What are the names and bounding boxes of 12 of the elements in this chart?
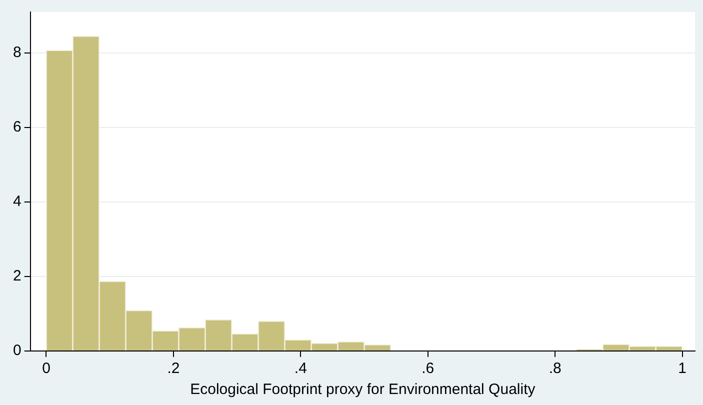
- y-tick-label: 8: [13, 44, 22, 62]
- y-tick-label: 6: [13, 118, 22, 136]
- x-axis-title: Ecological Footprint proxy for Environmental Quality: [190, 381, 536, 398]
- x-tick-label: .4: [294, 360, 307, 378]
- x-tick-label: 1: [678, 360, 686, 378]
- x-tick-label: 0: [42, 360, 50, 378]
- y-tick-label: 0: [13, 342, 22, 360]
- x-tick-label: .6: [422, 360, 434, 378]
- x-tick-label: .8: [548, 360, 562, 378]
- y-tick-label: 4: [13, 193, 22, 210]
- x-tick-label: .2: [167, 360, 180, 378]
- y-tick-label: 2: [13, 268, 22, 285]
